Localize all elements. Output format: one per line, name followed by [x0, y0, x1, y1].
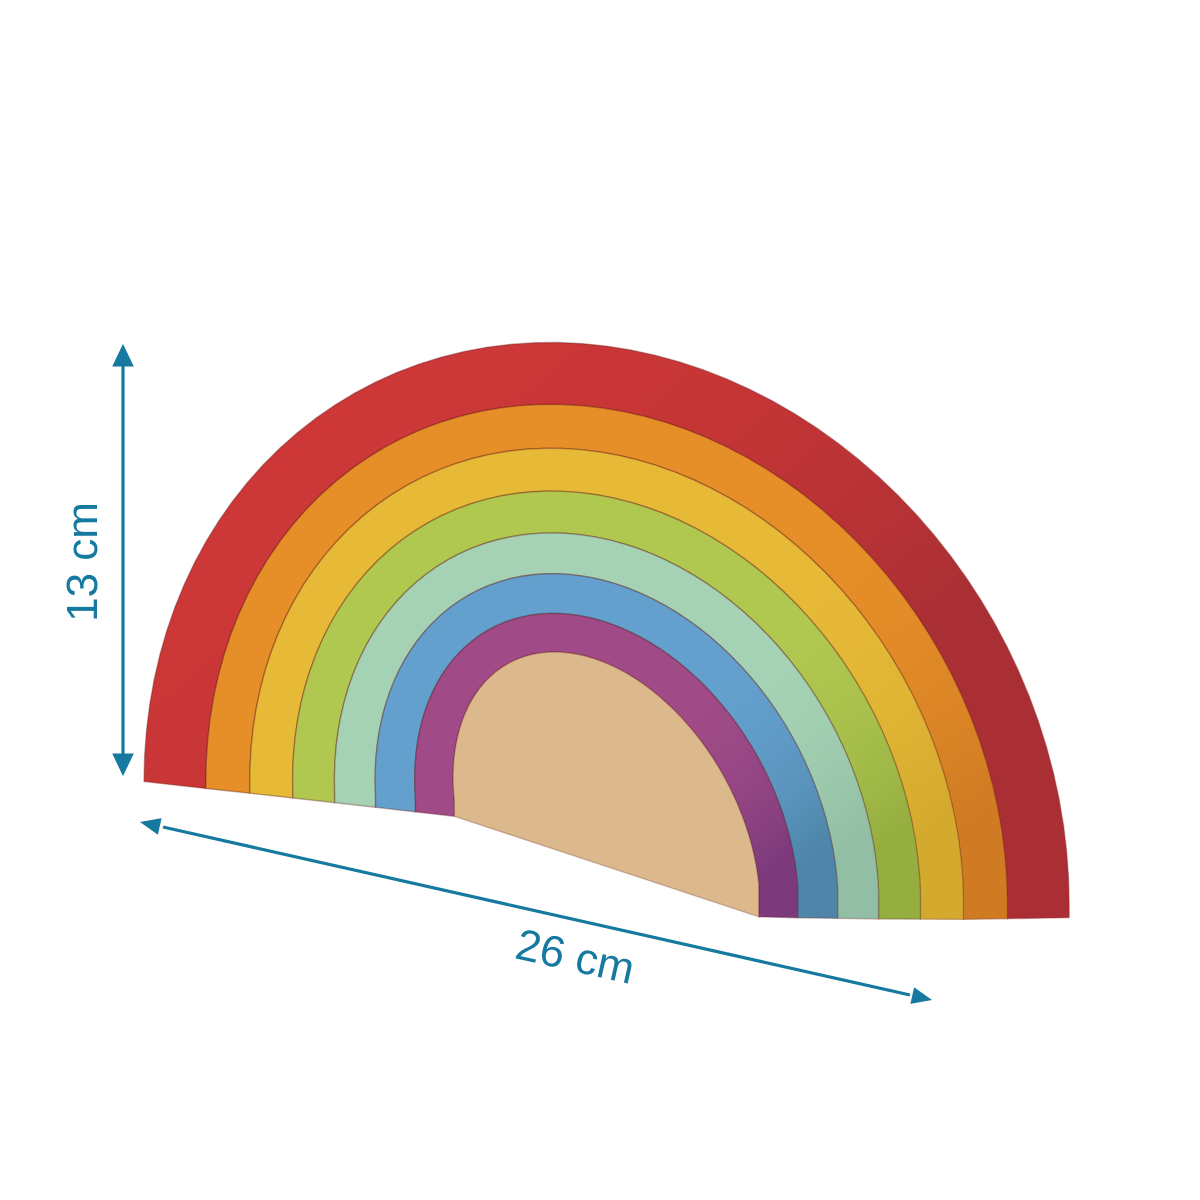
svg-text:13 cm: 13 cm — [58, 502, 107, 622]
